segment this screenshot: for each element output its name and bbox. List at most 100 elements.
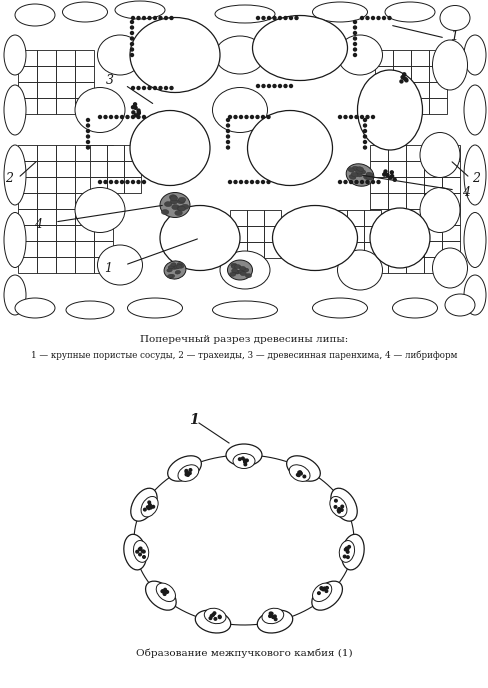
Circle shape xyxy=(130,43,134,45)
Bar xyxy=(375,66,393,82)
Ellipse shape xyxy=(355,169,362,174)
Bar xyxy=(37,193,56,209)
Ellipse shape xyxy=(262,608,284,623)
Bar xyxy=(330,210,347,226)
Bar xyxy=(75,50,94,66)
Circle shape xyxy=(219,616,221,619)
Bar xyxy=(406,225,424,241)
Ellipse shape xyxy=(272,206,358,270)
Circle shape xyxy=(244,463,246,466)
Circle shape xyxy=(339,180,342,184)
Circle shape xyxy=(226,135,229,138)
Circle shape xyxy=(267,116,270,118)
Circle shape xyxy=(284,85,287,87)
Circle shape xyxy=(335,499,337,502)
Bar xyxy=(37,50,56,66)
Ellipse shape xyxy=(231,269,238,272)
Circle shape xyxy=(131,106,135,109)
Bar xyxy=(75,82,94,98)
Ellipse shape xyxy=(174,266,180,269)
Ellipse shape xyxy=(172,266,177,270)
Ellipse shape xyxy=(229,272,236,277)
Circle shape xyxy=(218,615,221,618)
Circle shape xyxy=(212,614,214,616)
Ellipse shape xyxy=(171,263,176,266)
Circle shape xyxy=(322,588,325,591)
Bar xyxy=(56,161,75,177)
Ellipse shape xyxy=(15,298,55,318)
Circle shape xyxy=(154,17,157,19)
Ellipse shape xyxy=(358,70,423,150)
Bar xyxy=(56,193,75,209)
Circle shape xyxy=(403,73,406,76)
Circle shape xyxy=(164,17,167,19)
Bar xyxy=(406,257,424,273)
Ellipse shape xyxy=(170,196,178,201)
Circle shape xyxy=(149,506,152,509)
Circle shape xyxy=(137,111,141,114)
Ellipse shape xyxy=(257,610,293,633)
Bar xyxy=(406,161,424,177)
Circle shape xyxy=(262,180,264,184)
Text: 1: 1 xyxy=(189,413,199,427)
Circle shape xyxy=(401,76,404,78)
Circle shape xyxy=(377,180,380,184)
Bar xyxy=(442,161,460,177)
Bar xyxy=(424,145,442,161)
Bar xyxy=(375,50,393,66)
Circle shape xyxy=(323,587,326,590)
Ellipse shape xyxy=(179,265,184,268)
Circle shape xyxy=(99,116,102,118)
Bar xyxy=(37,257,56,273)
Circle shape xyxy=(300,472,302,475)
Bar xyxy=(107,145,124,161)
Bar xyxy=(424,241,442,257)
Bar xyxy=(247,210,264,226)
Bar xyxy=(94,161,113,177)
Circle shape xyxy=(250,116,253,118)
Bar xyxy=(37,209,56,225)
Ellipse shape xyxy=(178,206,185,211)
Text: 2: 2 xyxy=(472,171,480,184)
Circle shape xyxy=(297,473,299,476)
Ellipse shape xyxy=(331,488,357,522)
Circle shape xyxy=(142,116,145,118)
Circle shape xyxy=(403,76,406,80)
Ellipse shape xyxy=(177,264,183,267)
Circle shape xyxy=(143,508,146,511)
Circle shape xyxy=(320,587,323,590)
Circle shape xyxy=(170,17,173,19)
Circle shape xyxy=(136,550,139,553)
Bar xyxy=(388,177,406,193)
Ellipse shape xyxy=(226,444,262,466)
Circle shape xyxy=(131,116,135,118)
Circle shape xyxy=(338,508,341,510)
Bar xyxy=(37,98,56,114)
Ellipse shape xyxy=(227,260,252,280)
Ellipse shape xyxy=(352,166,359,171)
Bar xyxy=(56,145,75,161)
Bar xyxy=(56,66,75,82)
Bar xyxy=(18,145,37,161)
Circle shape xyxy=(226,146,229,149)
Ellipse shape xyxy=(164,261,186,279)
Circle shape xyxy=(86,129,89,133)
Bar xyxy=(424,177,442,193)
Ellipse shape xyxy=(172,204,179,210)
Circle shape xyxy=(142,556,145,558)
Ellipse shape xyxy=(220,251,270,289)
Circle shape xyxy=(273,85,276,87)
Bar xyxy=(94,257,113,273)
Circle shape xyxy=(269,614,272,616)
Bar xyxy=(388,145,406,161)
Circle shape xyxy=(295,17,298,19)
Ellipse shape xyxy=(359,169,366,174)
Ellipse shape xyxy=(115,1,165,19)
Circle shape xyxy=(250,180,253,184)
Bar xyxy=(347,242,364,258)
Circle shape xyxy=(337,509,340,512)
Bar xyxy=(393,66,411,82)
Circle shape xyxy=(355,180,358,184)
Ellipse shape xyxy=(289,465,310,482)
Ellipse shape xyxy=(464,275,486,315)
